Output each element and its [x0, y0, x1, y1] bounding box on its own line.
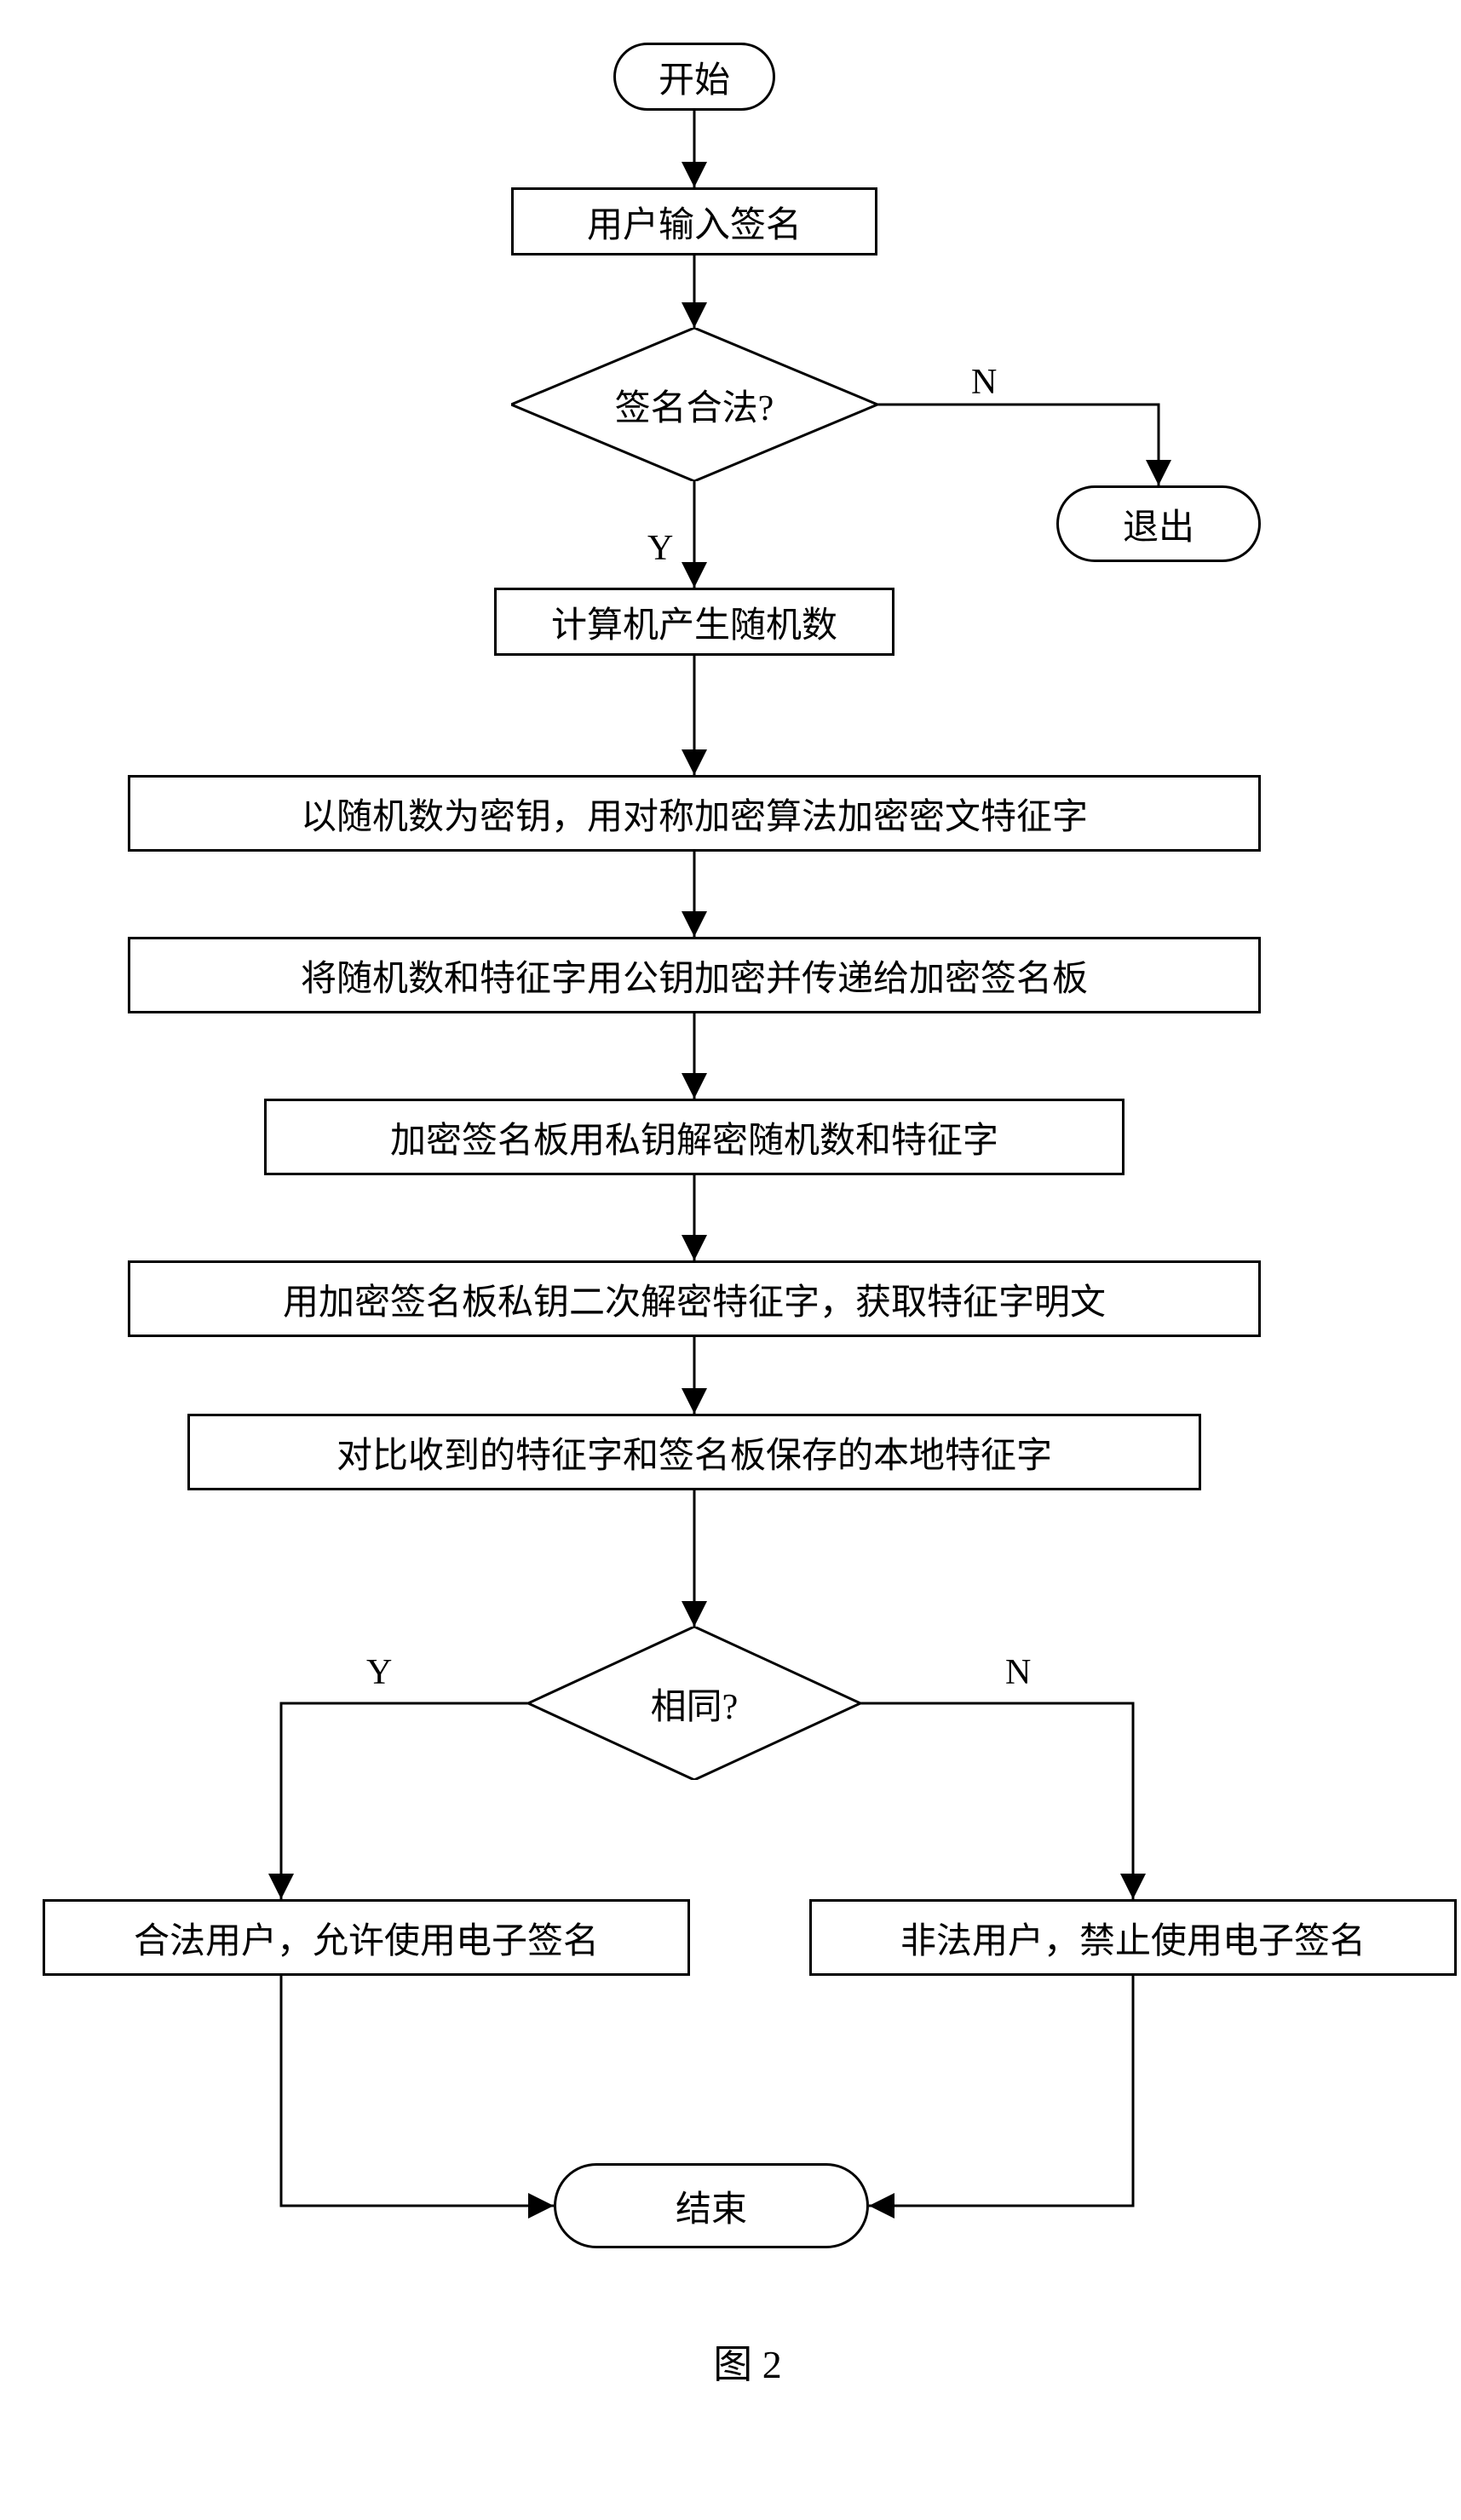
- edge-label-same-legaluser: Y: [366, 1652, 392, 1693]
- node-input: 用户输入签名: [511, 187, 877, 255]
- node-same: 相同?: [528, 1627, 860, 1780]
- figure-caption: 图 2: [17, 2333, 1461, 2390]
- decision-label-same: 相同?: [528, 1627, 860, 1780]
- node-start: 开始: [613, 43, 775, 111]
- node-compare: 对比收到的特征字和签名板保存的本地特征字: [187, 1414, 1201, 1490]
- node-exit: 退出: [1056, 485, 1261, 562]
- node-illegaluser: 非法用户，禁止使用电子签名: [809, 1899, 1457, 1976]
- edge-label-legal-exit: N: [971, 362, 997, 403]
- node-legaluser: 合法用户，允许使用电子签名: [43, 1899, 690, 1976]
- decision-label-legal: 签名合法?: [511, 328, 877, 481]
- edge-label-legal-random: Y: [647, 528, 673, 569]
- node-encrypt2: 将随机数和特征字用公钥加密并传递给加密签名板: [128, 937, 1261, 1013]
- node-random: 计算机产生随机数: [494, 588, 894, 656]
- node-encrypt1: 以随机数为密钥，用对称加密算法加密密文特征字: [128, 775, 1261, 852]
- node-legal: 签名合法?: [511, 328, 877, 481]
- edge-label-same-illegaluser: N: [1005, 1652, 1031, 1693]
- node-decrypt2: 用加密签名板私钥二次解密特征字，获取特征字明文: [128, 1260, 1261, 1337]
- flowchart-container: 开始用户输入签名签名合法? 退出计算机产生随机数以随机数为密钥，用对称加密算法加密…: [17, 34, 1461, 2486]
- node-end: 结束: [554, 2163, 869, 2248]
- node-decrypt1: 加密签名板用私钥解密随机数和特征字: [264, 1099, 1125, 1175]
